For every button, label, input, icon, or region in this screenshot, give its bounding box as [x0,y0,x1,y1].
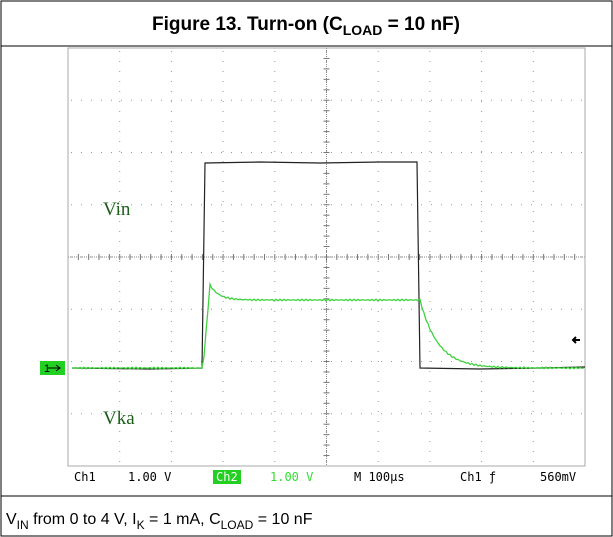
ch1-arrow [48,364,61,372]
screen-border [67,47,586,467]
status-trigger: Ch1 ƒ [460,470,496,484]
caption-text: from 0 to 4 V, I [29,511,137,528]
status-ch1: Ch1 [74,470,96,484]
scope-grid [67,47,586,467]
status-ch2-scale: 1.00 V [270,470,313,484]
caption-sub: K [137,518,145,532]
caption-text: = 10 nF [253,511,312,528]
title-sub: LOAD [343,22,383,38]
trace-vka [72,281,585,370]
status-trigger-level: 560mV [540,470,576,484]
caption-sub: IN [17,518,29,532]
title-text: Figure 13. Turn-on (C [152,14,343,35]
status-ch1-scale: 1.00 V [128,470,171,484]
vin-label: Vin [103,199,131,220]
caption: VIN from 0 to 4 V, IK = 1 mA, CLOAD = 10… [6,511,313,532]
caption-text: = 1 mA, C [145,511,221,528]
status-timebase: M 100µs [354,470,405,484]
title-text: = 10 nF) [382,14,460,35]
caption-text: V [6,511,17,528]
vka-label: Vka [103,408,135,429]
caption-sub: LOAD [221,518,254,532]
ch2-box [213,470,241,484]
trigger-arrow [571,336,580,344]
status-ch2: Ch2 [216,470,238,484]
ch1-marker: 1 [44,363,50,375]
title: Figure 13. Turn-on (CLOAD = 10 nF) [152,14,460,38]
